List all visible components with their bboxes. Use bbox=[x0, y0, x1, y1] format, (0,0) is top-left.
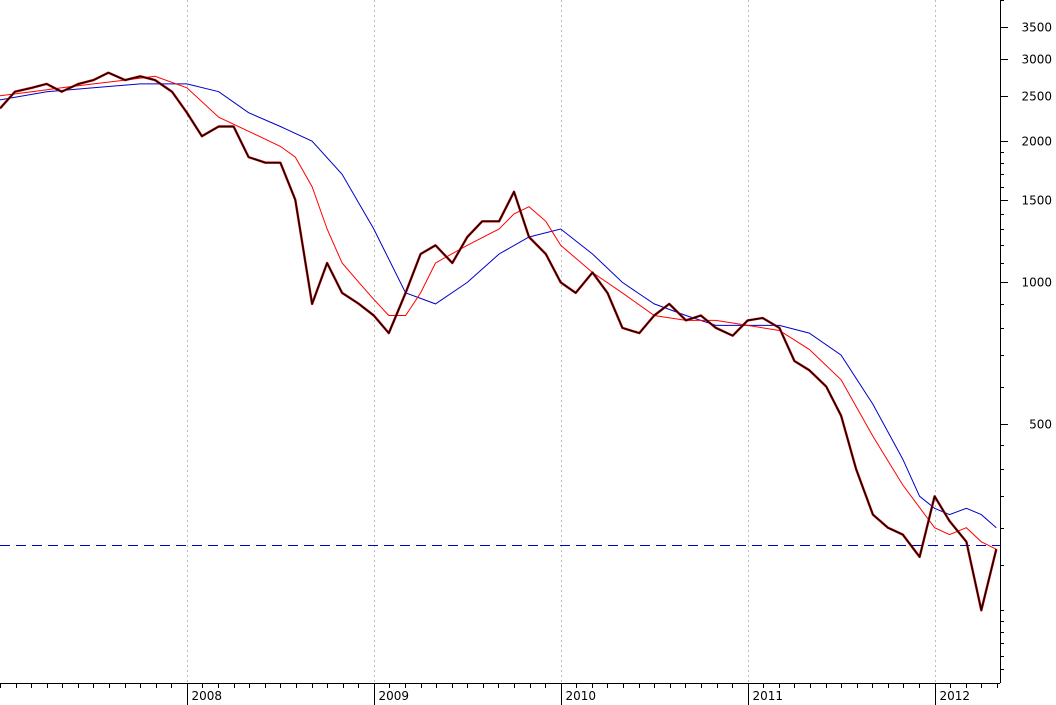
series-price-highlight bbox=[0, 71, 998, 612]
y-axis: 3500 3000 2500 2000 1500 1000 500 bbox=[1000, 0, 1052, 683]
y-tick-label: 1500 bbox=[1021, 194, 1052, 208]
vertical-gridlines bbox=[187, 0, 936, 683]
y-tick-label: 500 bbox=[1029, 418, 1052, 432]
x-tick-label: 2008 bbox=[192, 689, 223, 703]
y-tick-label: 2500 bbox=[1021, 90, 1052, 104]
x-tick-label: 2012 bbox=[940, 689, 971, 703]
y-tick-label: 1000 bbox=[1021, 276, 1052, 290]
series-ma-slow bbox=[0, 83, 997, 529]
x-axis: 2008 2009 2010 2011 2012 bbox=[0, 683, 1000, 705]
x-tick-label: 2009 bbox=[379, 689, 410, 703]
x-tick-label: 2011 bbox=[753, 689, 784, 703]
series-price bbox=[0, 72, 997, 611]
chart-series bbox=[0, 71, 998, 612]
x-tick-label: 2010 bbox=[566, 689, 597, 703]
y-tick-label: 3000 bbox=[1021, 53, 1052, 67]
y-tick-label: 2000 bbox=[1021, 135, 1052, 149]
y-tick-label: 3500 bbox=[1021, 21, 1052, 35]
series-ma-fast bbox=[0, 75, 997, 550]
